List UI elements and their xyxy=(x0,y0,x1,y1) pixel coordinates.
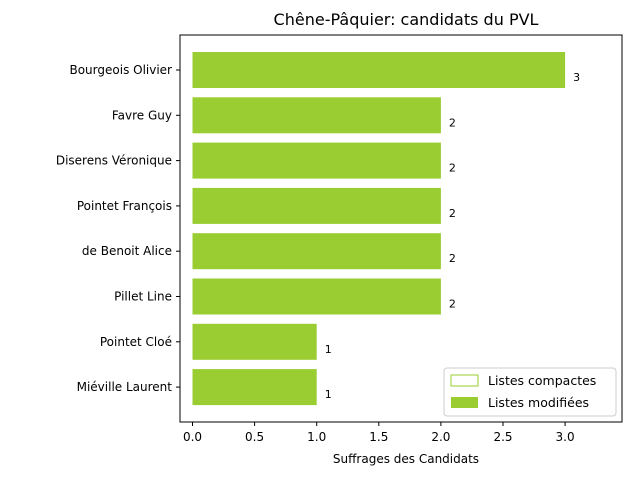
bar-modifiees-pillet-line xyxy=(192,278,441,315)
bar-modifiees-favre-guy xyxy=(192,97,441,134)
x-axis-label: Suffrages des Candidats xyxy=(333,452,479,466)
y-tick-label-pillet-line: Pillet Line xyxy=(114,290,172,304)
x-tick-label-5: 2.5 xyxy=(493,430,512,444)
x-tick-label-0: 0.0 xyxy=(183,430,202,444)
bar-modifiees-mieville-laurent xyxy=(192,369,317,406)
x-tick-label-4: 2.0 xyxy=(431,430,450,444)
data-label-bourgeois-olivier: 3 xyxy=(573,71,580,84)
data-label-de-benoit-alice: 2 xyxy=(449,252,456,265)
bar-modifiees-bourgeois-olivier xyxy=(192,52,566,88)
y-tick-label-favre-guy: Favre Guy xyxy=(112,108,172,122)
plot-frame xyxy=(179,34,623,423)
legend-swatch-listes-compactes xyxy=(450,374,479,387)
legend: Listes compactes Listes modifiées xyxy=(443,367,617,417)
y-tick-label-bourgeois-olivier: Bourgeois Olivier xyxy=(69,63,172,77)
x-tick-label-2: 1.0 xyxy=(307,430,326,444)
y-tick-label-pointet-cloe: Pointet Cloé xyxy=(100,335,172,349)
y-tick-label-de-benoit-alice: de Benoit Alice xyxy=(82,244,172,258)
bar-modifiees-de-benoit-alice xyxy=(192,233,441,270)
bar-modifiees-pointet-francois xyxy=(192,187,441,224)
data-label-mieville-laurent: 1 xyxy=(325,388,332,401)
legend-box xyxy=(443,367,617,417)
data-label-pointet-cloe: 1 xyxy=(325,343,332,356)
data-label-pillet-line: 2 xyxy=(449,298,456,311)
x-tick-label-3: 1.5 xyxy=(369,430,388,444)
y-tick-label-pointet-francois: Pointet François xyxy=(77,199,172,213)
legend-label-listes-modifiees: Listes modifiées xyxy=(488,395,589,410)
chart-title: Chêne-Pâquier: candidats du PVL xyxy=(274,10,539,29)
x-tick-label-1: 0.5 xyxy=(245,430,264,444)
bar-modifiees-diserens-veronique xyxy=(192,142,441,179)
data-label-diserens-veronique: 2 xyxy=(449,162,456,175)
data-label-pointet-francois: 2 xyxy=(449,207,456,220)
bar-modifiees-pointet-cloe xyxy=(192,323,317,360)
data-label-favre-guy: 2 xyxy=(449,116,456,129)
x-tick-label-6: 3.0 xyxy=(556,430,575,444)
y-tick-label-mieville-laurent: Miéville Laurent xyxy=(77,380,173,394)
legend-swatch-listes-modifiees xyxy=(451,397,478,408)
y-tick-label-diserens-veronique: Diserens Véronique xyxy=(56,154,172,168)
legend-label-listes-compactes: Listes compactes xyxy=(488,373,596,388)
